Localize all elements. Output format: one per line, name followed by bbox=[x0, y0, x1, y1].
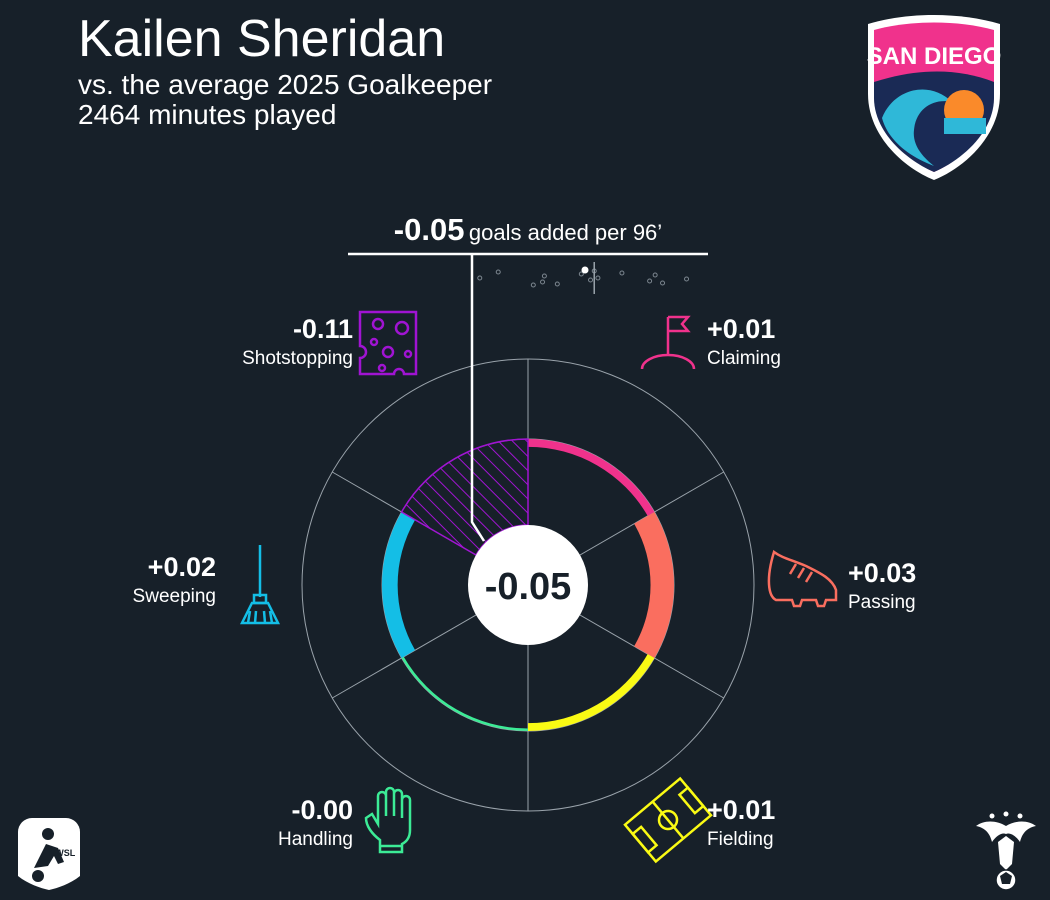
bar-passing bbox=[634, 512, 674, 658]
dist-point bbox=[540, 279, 546, 285]
name-claiming: Claiming bbox=[707, 348, 781, 369]
dist-point bbox=[554, 281, 560, 287]
eagle-logo bbox=[976, 811, 1036, 891]
name-handling: Handling bbox=[278, 829, 353, 850]
bar-fielding bbox=[528, 654, 655, 731]
bar-sweeping bbox=[382, 512, 416, 658]
dist-point bbox=[647, 278, 653, 284]
dist-point bbox=[495, 269, 501, 275]
dist-point bbox=[578, 271, 584, 277]
pitch-icon bbox=[623, 776, 713, 864]
bar-handling bbox=[401, 656, 528, 731]
label-sweeping: +0.02 Sweeping bbox=[132, 552, 216, 607]
dist-point bbox=[660, 280, 666, 286]
value-passing: +0.03 bbox=[848, 558, 917, 588]
dist-point bbox=[652, 272, 658, 278]
dist-player-point bbox=[581, 266, 589, 274]
pointer-line bbox=[470, 254, 486, 542]
team-logo-text: SAN DIEGO bbox=[867, 43, 1002, 70]
headline-value: -0.05 bbox=[393, 212, 465, 247]
dist-point bbox=[619, 270, 625, 276]
dist-point bbox=[530, 282, 536, 288]
boot-icon bbox=[767, 549, 838, 608]
bar-claiming bbox=[528, 439, 655, 516]
team-logo: SAN DIEGO bbox=[867, 15, 1002, 180]
label-passing: +0.03 Passing bbox=[848, 558, 917, 613]
broom-icon bbox=[239, 545, 281, 625]
distribution-strip bbox=[477, 262, 690, 294]
name-passing: Passing bbox=[848, 592, 916, 613]
glove-icon bbox=[364, 786, 412, 854]
league-logo: NWSL bbox=[18, 818, 80, 890]
label-shotstopping: -0.11 Shotstopping bbox=[242, 314, 353, 369]
center-value: -0.05 bbox=[485, 566, 572, 608]
comparison-subtitle: vs. the average 2025 Goalkeeper bbox=[78, 69, 493, 100]
value-handling: -0.00 bbox=[291, 795, 353, 825]
dist-point bbox=[477, 275, 483, 281]
headline-pointer bbox=[348, 252, 708, 542]
name-shotstopping: Shotstopping bbox=[242, 348, 353, 369]
dist-point bbox=[684, 276, 690, 282]
name-sweeping: Sweeping bbox=[132, 586, 216, 607]
value-claiming: +0.01 bbox=[707, 314, 776, 344]
label-fielding: +0.01 Fielding bbox=[707, 795, 776, 850]
dist-point bbox=[588, 277, 594, 283]
headline-total: -0.05 goals added per 96’ bbox=[348, 212, 708, 248]
dist-point bbox=[595, 275, 601, 281]
cheese-icon bbox=[358, 310, 418, 376]
center-circle bbox=[468, 525, 588, 645]
corner-flag-icon bbox=[640, 315, 696, 370]
name-fielding: Fielding bbox=[707, 829, 774, 850]
player-name: Kailen Sheridan bbox=[78, 10, 446, 68]
value-sweeping: +0.02 bbox=[147, 552, 216, 582]
league-logo-text: NWSL bbox=[49, 848, 76, 858]
headline-label: goals added per 96’ bbox=[468, 220, 663, 245]
label-handling: -0.00 Handling bbox=[278, 795, 353, 850]
dist-point bbox=[541, 273, 547, 279]
value-fielding: +0.01 bbox=[707, 795, 776, 825]
label-claiming: +0.01 Claiming bbox=[707, 314, 781, 369]
minutes-played: 2464 minutes played bbox=[78, 99, 337, 130]
value-shotstopping: -0.11 bbox=[292, 314, 353, 344]
